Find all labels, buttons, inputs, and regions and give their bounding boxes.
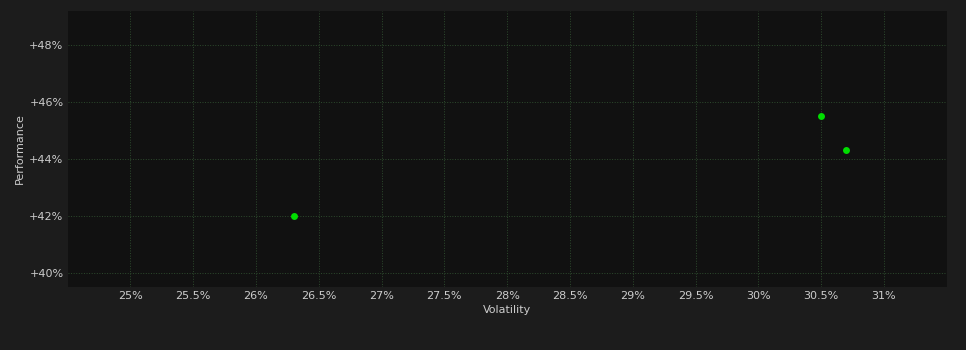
Point (286, 213, 301, 218)
X-axis label: Volatility: Volatility (483, 305, 531, 315)
Point (813, 113, 829, 119)
Y-axis label: Performance: Performance (15, 113, 25, 184)
Point (838, 147, 854, 153)
